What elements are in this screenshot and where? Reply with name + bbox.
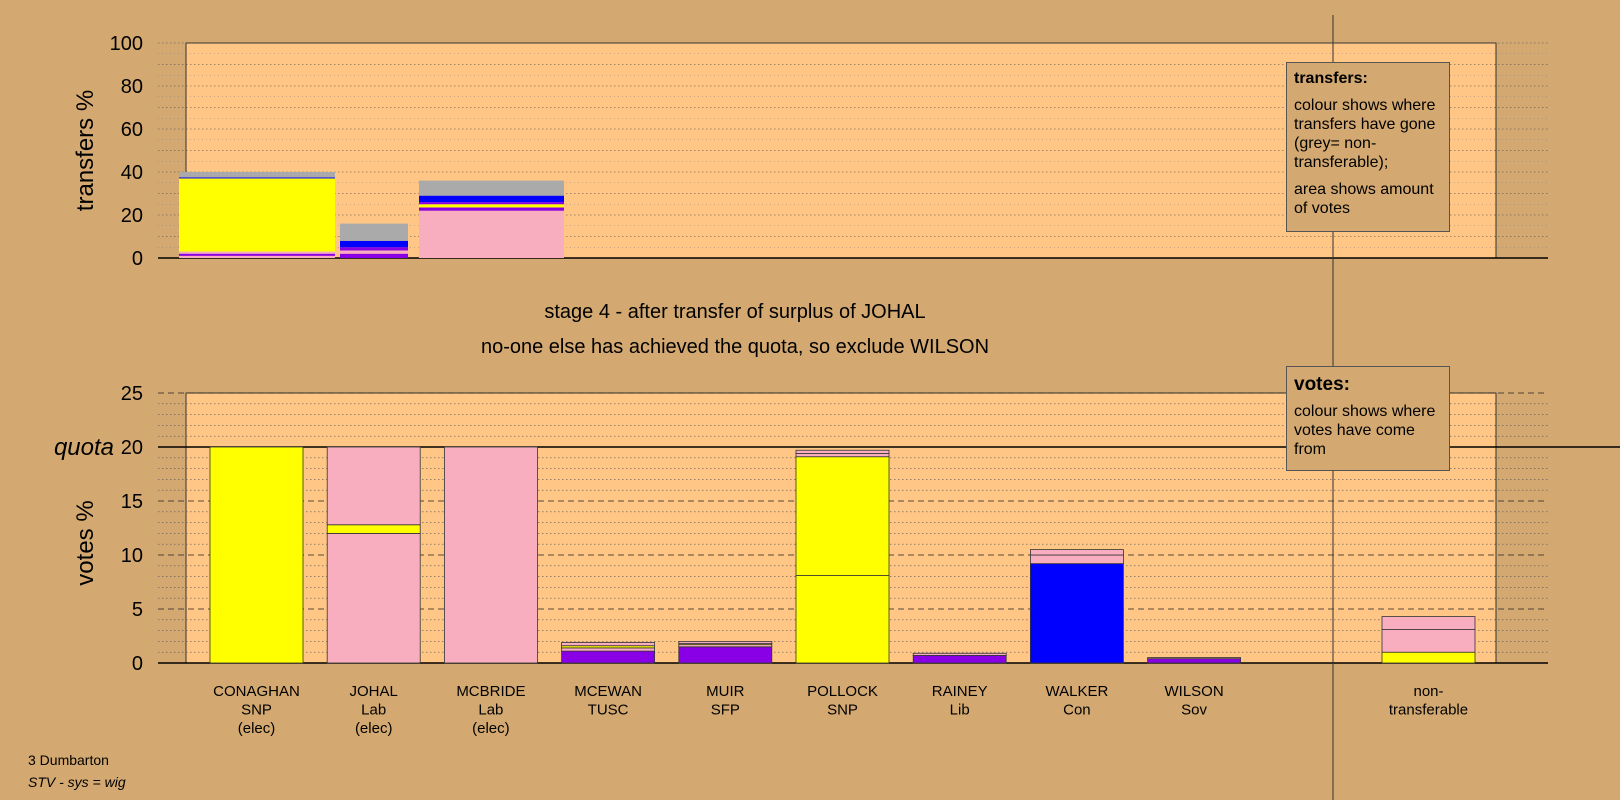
candidate-label: MUIR — [706, 683, 744, 700]
vote-bar-segment — [795, 453, 890, 458]
transfers-y-tick-label: 100 — [110, 33, 143, 55]
vote-bar-segment — [1030, 554, 1124, 565]
candidate-label: WALKER — [1046, 683, 1109, 700]
candidate-label: SNP — [241, 702, 272, 719]
vote-bar-segment — [912, 652, 1007, 656]
candidate-label: Lab — [478, 702, 503, 719]
vote-bar-segment — [326, 446, 421, 526]
transfer-bar-segment — [340, 250, 408, 254]
transfers-y-tick-label: 0 — [132, 248, 143, 270]
candidate-label: POLLOCK — [807, 683, 878, 700]
transfers-y-tick-label: 60 — [121, 119, 143, 141]
transfer-bar-segment — [419, 204, 564, 208]
vote-bar-segment — [1030, 563, 1124, 664]
transfer-bar-segment — [419, 195, 564, 203]
votes-legend-title: votes: — [1294, 374, 1350, 395]
candidate-label: WILSON — [1165, 683, 1224, 700]
votes-y-tick-label: 25 — [121, 383, 143, 405]
candidate-label: non- — [1413, 683, 1443, 700]
vote-bar-segment — [678, 641, 773, 644]
candidate-label: Con — [1063, 702, 1091, 719]
votes-legend-text: colour shows where votes have come from — [1294, 403, 1436, 458]
transfer-bar-segment — [419, 207, 564, 211]
vote-bar-segment — [209, 446, 304, 664]
transfer-bar-segment — [179, 253, 335, 256]
vote-bar-segment — [795, 449, 890, 454]
transfer-bar-segment — [340, 253, 408, 258]
system-label: STV - sys = wig — [28, 774, 126, 790]
candidate-label: CONAGHAN — [213, 683, 300, 700]
candidate-label: (elec) — [472, 720, 510, 737]
vote-bar-segment — [1030, 549, 1124, 556]
transfer-bar-segment — [340, 247, 408, 251]
votes-y-tick-label: 20 — [121, 437, 143, 459]
votes-y-tick-label: 5 — [132, 599, 143, 621]
vote-bar-segment — [1381, 616, 1476, 630]
transfer-bar-segment — [179, 178, 335, 252]
votes-y-tick-label: 10 — [121, 545, 143, 567]
transfers-legend-text-area: area shows amount of votes — [1294, 181, 1434, 217]
candidate-label: MCEWAN — [574, 683, 642, 700]
transfers-y-tick-label: 20 — [121, 205, 143, 227]
stage-subheadline: no-one else has achieved the quota, so e… — [481, 336, 989, 358]
candidate-label: TUSC — [588, 702, 629, 719]
vote-bar-segment — [326, 524, 421, 534]
votes-y-tick-label: 0 — [132, 653, 143, 675]
vote-bar-segment — [1381, 629, 1476, 653]
transfer-bar-segment — [419, 202, 564, 205]
transfers-y-tick-label: 40 — [121, 162, 143, 184]
candidate-label: SNP — [827, 702, 858, 719]
candidate-label: (elec) — [355, 720, 393, 737]
candidate-label: MCBRIDE — [456, 683, 525, 700]
vote-bar-segment — [795, 456, 890, 576]
candidate-label: (elec) — [238, 720, 276, 737]
transfer-bar-segment — [340, 240, 408, 248]
quota-label: quota — [54, 434, 114, 461]
candidate-label: Sov — [1181, 702, 1207, 719]
vote-bar-segment — [795, 575, 890, 664]
transfers-legend-text-colour: colour shows where transfers have gone (… — [1294, 97, 1436, 171]
candidate-label: Lib — [950, 702, 970, 719]
transfer-bar-segment — [340, 223, 408, 241]
vote-bar-segment — [1381, 651, 1476, 664]
transfers-plot-area — [185, 42, 1497, 259]
candidate-label: transferable — [1389, 702, 1468, 719]
transfers-y-axis-label: transfers % — [72, 90, 99, 211]
vote-bar-segment — [1147, 658, 1241, 664]
votes-y-axis-label: votes % — [72, 500, 99, 585]
candidate-label: SFP — [711, 702, 740, 719]
vote-bar-segment — [561, 642, 655, 647]
transfer-bar-segment — [419, 180, 564, 196]
votes-y-tick-label: 15 — [121, 491, 143, 513]
candidate-label: JOHAL — [350, 683, 398, 700]
transfer-bar-segment — [419, 210, 564, 258]
transfer-bar-segment — [179, 172, 335, 178]
vote-bar-segment — [561, 650, 655, 664]
transfers-legend: transfers: colour shows where transfers … — [1286, 62, 1450, 232]
transfer-bar-segment — [179, 255, 335, 258]
transfers-legend-title: transfers: — [1294, 70, 1368, 87]
vote-bar-segment — [678, 646, 773, 664]
transfer-bar-segment — [179, 177, 335, 179]
candidate-label: RAINEY — [932, 683, 988, 700]
stage-headline: stage 4 - after transfer of surplus of J… — [544, 301, 925, 323]
vote-bar-segment — [912, 655, 1007, 664]
vote-bar-segment — [443, 446, 538, 664]
candidate-label: Lab — [361, 702, 386, 719]
vote-bar-segment — [561, 647, 655, 652]
vote-bar-segment — [1147, 657, 1241, 660]
transfers-y-tick-label: 80 — [121, 76, 143, 98]
constituency-label: 3 Dumbarton — [28, 752, 109, 768]
vote-bar-segment — [326, 533, 421, 664]
votes-legend: votes: colour shows where votes have com… — [1286, 366, 1450, 471]
transfer-bar-segment — [179, 251, 335, 254]
